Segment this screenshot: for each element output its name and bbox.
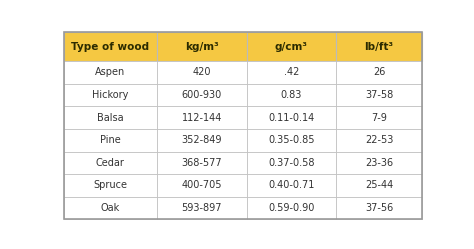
Text: Balsa: Balsa bbox=[97, 113, 124, 123]
Text: kg/m³: kg/m³ bbox=[185, 42, 219, 52]
Bar bbox=[64, 32, 157, 61]
Text: 400-705: 400-705 bbox=[182, 181, 222, 190]
Text: 0.83: 0.83 bbox=[281, 90, 302, 100]
Bar bbox=[64, 84, 157, 106]
Text: 37-56: 37-56 bbox=[365, 203, 393, 213]
Bar bbox=[64, 106, 157, 129]
Bar bbox=[157, 174, 246, 197]
Bar bbox=[246, 106, 336, 129]
Text: 0.35-0.85: 0.35-0.85 bbox=[268, 135, 315, 145]
Text: 112-144: 112-144 bbox=[182, 113, 222, 123]
Bar bbox=[246, 84, 336, 106]
Text: 593-897: 593-897 bbox=[182, 203, 222, 213]
Bar bbox=[157, 129, 246, 152]
Text: 0.11-0.14: 0.11-0.14 bbox=[268, 113, 314, 123]
Bar bbox=[246, 197, 336, 219]
Bar bbox=[336, 174, 422, 197]
Bar bbox=[64, 174, 157, 197]
Bar bbox=[336, 152, 422, 174]
Bar bbox=[336, 129, 422, 152]
Text: 0.37-0.58: 0.37-0.58 bbox=[268, 158, 315, 168]
Bar bbox=[157, 61, 246, 84]
Bar bbox=[157, 106, 246, 129]
Text: .42: .42 bbox=[283, 67, 299, 77]
Text: Spruce: Spruce bbox=[93, 181, 127, 190]
Text: 600-930: 600-930 bbox=[182, 90, 222, 100]
Text: Type of wood: Type of wood bbox=[71, 42, 149, 52]
Bar bbox=[336, 84, 422, 106]
Text: 26: 26 bbox=[373, 67, 385, 77]
Bar bbox=[336, 61, 422, 84]
Text: lb/ft³: lb/ft³ bbox=[365, 42, 394, 52]
Text: 420: 420 bbox=[192, 67, 211, 77]
Text: 368-577: 368-577 bbox=[182, 158, 222, 168]
Bar bbox=[246, 152, 336, 174]
Text: Pine: Pine bbox=[100, 135, 121, 145]
Text: 22-53: 22-53 bbox=[365, 135, 393, 145]
Text: 37-58: 37-58 bbox=[365, 90, 393, 100]
Text: 352-849: 352-849 bbox=[182, 135, 222, 145]
Text: Oak: Oak bbox=[100, 203, 120, 213]
Bar bbox=[246, 174, 336, 197]
Bar bbox=[246, 61, 336, 84]
Bar bbox=[157, 32, 246, 61]
Bar bbox=[64, 152, 157, 174]
Bar bbox=[336, 197, 422, 219]
Text: g/cm³: g/cm³ bbox=[275, 42, 308, 52]
Bar bbox=[64, 129, 157, 152]
Bar bbox=[336, 32, 422, 61]
Text: 23-36: 23-36 bbox=[365, 158, 393, 168]
Bar bbox=[157, 84, 246, 106]
Bar bbox=[64, 61, 157, 84]
Text: 0.40-0.71: 0.40-0.71 bbox=[268, 181, 315, 190]
Bar bbox=[157, 152, 246, 174]
Text: Aspen: Aspen bbox=[95, 67, 126, 77]
Text: 7-9: 7-9 bbox=[371, 113, 387, 123]
Bar bbox=[336, 106, 422, 129]
Text: 25-44: 25-44 bbox=[365, 181, 393, 190]
Bar bbox=[64, 197, 157, 219]
Text: 0.59-0.90: 0.59-0.90 bbox=[268, 203, 315, 213]
Text: Cedar: Cedar bbox=[96, 158, 125, 168]
Bar bbox=[246, 129, 336, 152]
Text: Hickory: Hickory bbox=[92, 90, 128, 100]
Bar bbox=[157, 197, 246, 219]
Bar bbox=[246, 32, 336, 61]
